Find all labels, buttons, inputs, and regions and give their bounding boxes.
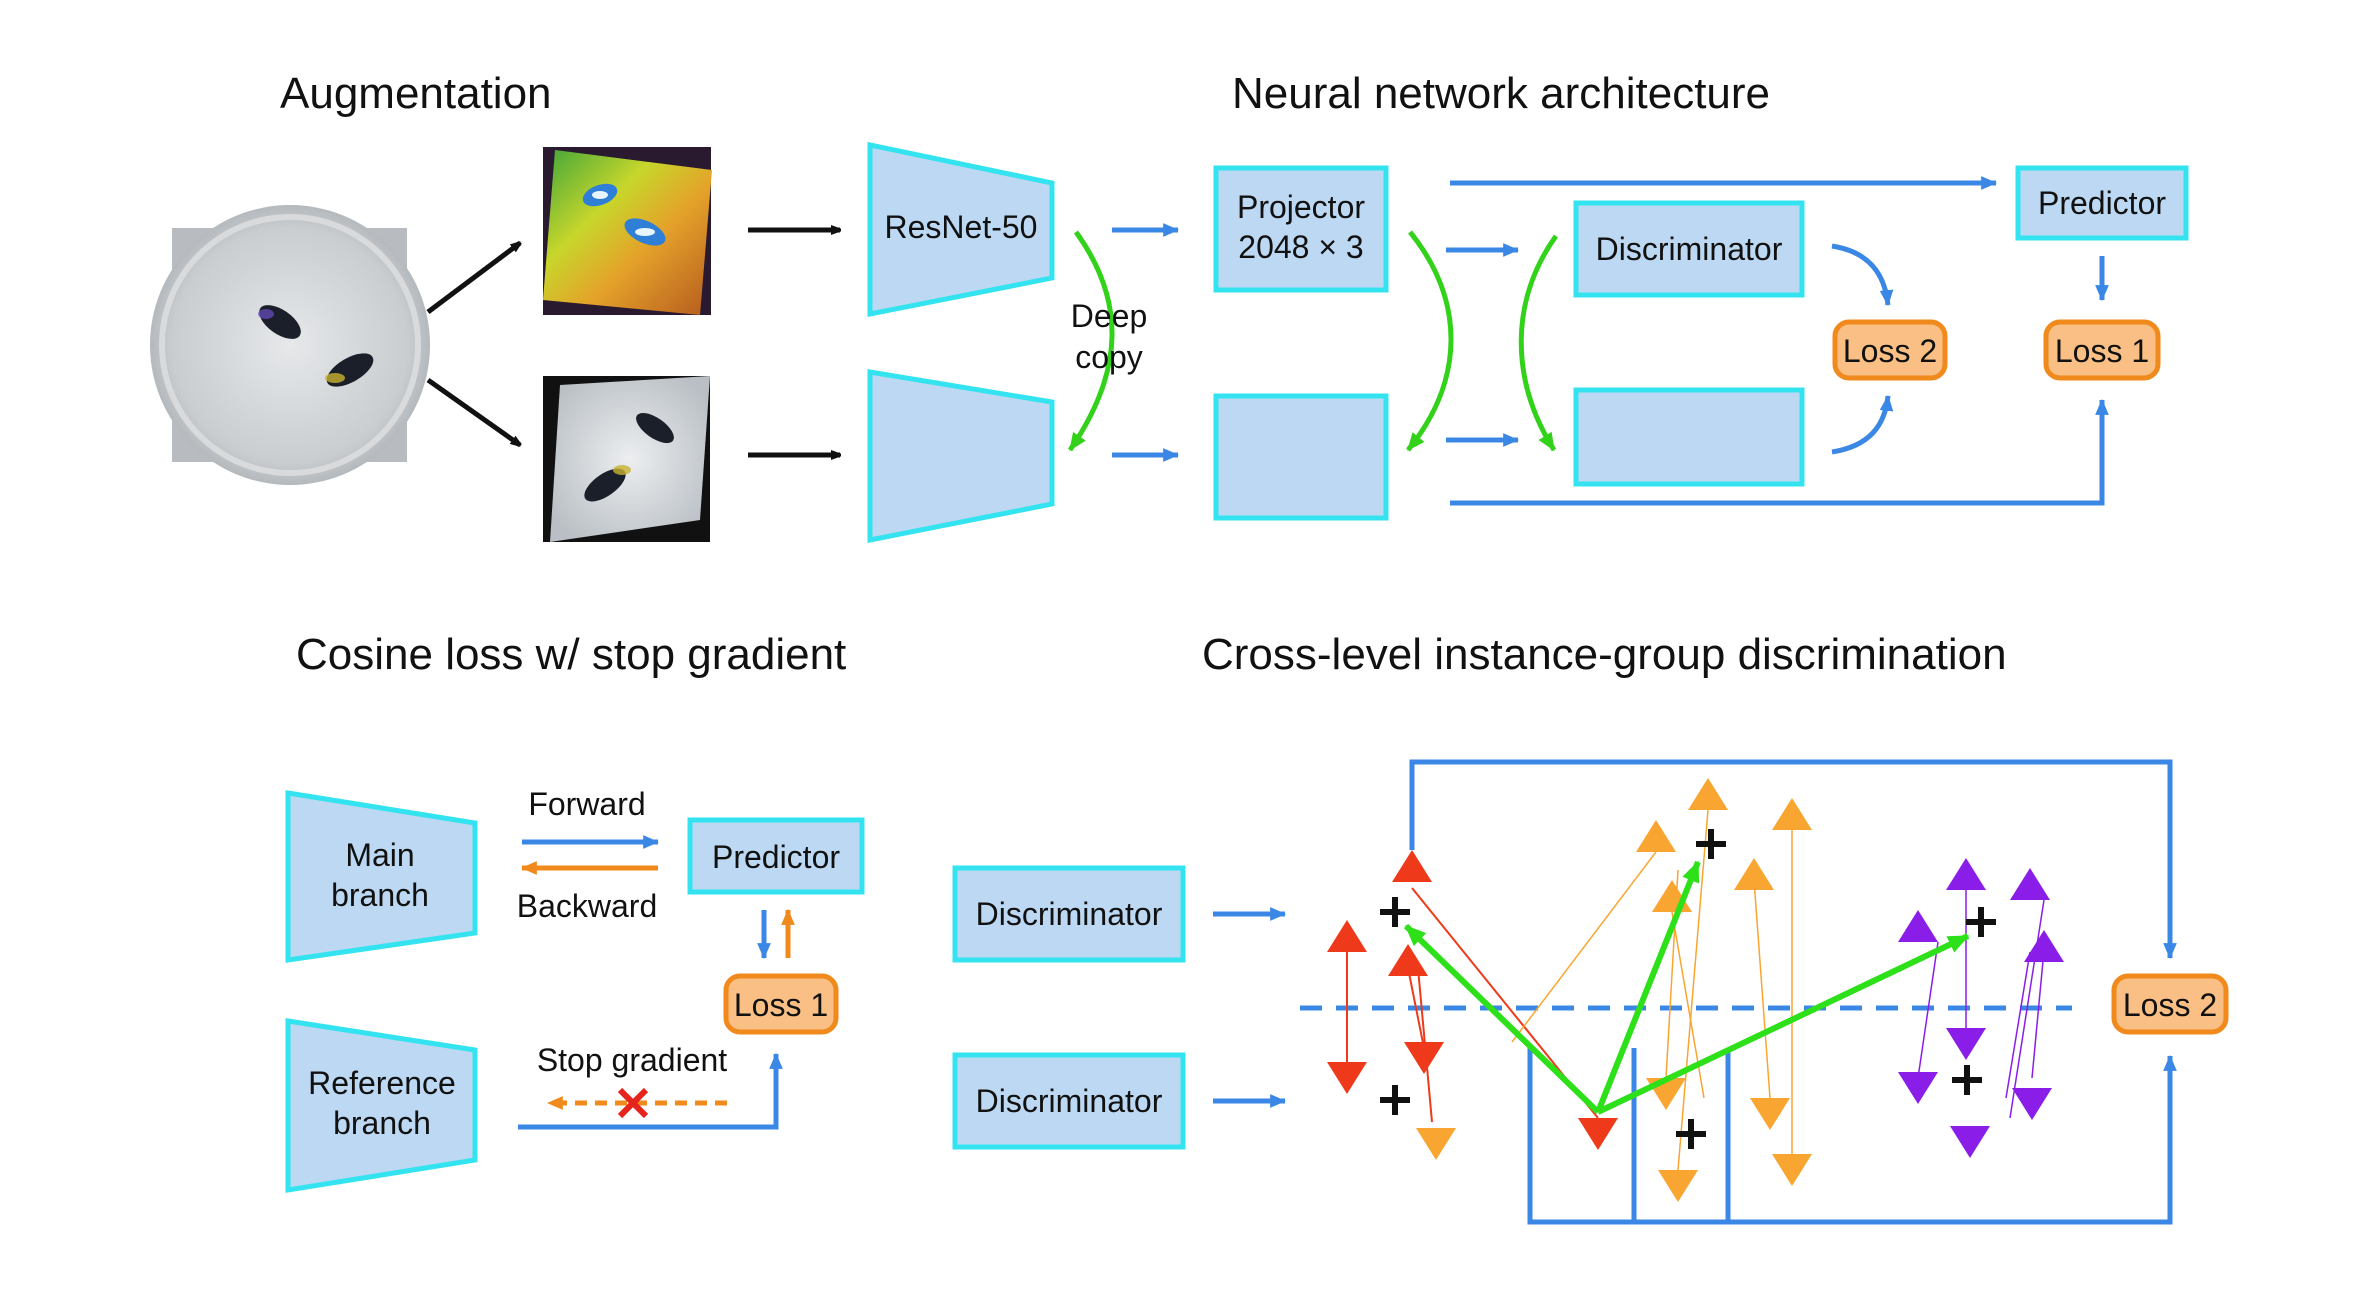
discriminator-to-loss2-arrow-top	[1831, 243, 1894, 307]
orange-triangle-up	[1688, 778, 1728, 810]
bottom-projector-to-loss1-arrow	[1450, 398, 2109, 506]
predictor-label-cosine: Predictor	[712, 839, 840, 875]
loss1-box-cosine	[723, 973, 839, 1035]
title-augmentation: Augmentation	[280, 69, 552, 118]
pair-connectors	[1346, 809, 2045, 1171]
main-branch-encoder	[285, 790, 478, 963]
green-contrast-vectors	[1403, 860, 1970, 1115]
discriminator-cross-bottom-label: Discriminator	[976, 1083, 1163, 1119]
loss2-label-cross: Loss 2	[2123, 987, 2217, 1023]
reference-branch-label-line2: branch	[333, 1105, 431, 1141]
group-to-loss2-bottom-arrow	[1527, 1048, 2177, 1225]
plus-icon	[1676, 1119, 1706, 1149]
deep-copy-label-line2: copy	[1075, 339, 1143, 375]
loss2-box-cross	[2111, 973, 2229, 1035]
discriminator-to-loss2-arrow-bottom	[1831, 394, 1894, 455]
discriminator-box-cross-top	[952, 865, 1186, 963]
augment-arrow-up	[426, 243, 520, 314]
predictor-label-architecture: Predictor	[2038, 185, 2166, 221]
purple-triangle-down	[1898, 1072, 1938, 1104]
projector-box-top	[1213, 165, 1389, 293]
discriminator-box-cross-bottom	[952, 1052, 1186, 1150]
projector-copy-arrow	[1406, 230, 1454, 452]
backward-label: Backward	[517, 888, 658, 924]
orange-triangle-down	[1772, 1154, 1812, 1186]
loss1-box-architecture	[2043, 319, 2161, 381]
reference-branch-label-line1: Reference	[308, 1065, 456, 1101]
augmented-image-top	[543, 147, 712, 315]
reference-to-loss1-arrow	[518, 1052, 783, 1130]
purple-triangle-up	[1946, 858, 1986, 890]
plus-icon	[1380, 1085, 1410, 1115]
title-cross-level: Cross-level instance-group discriminatio…	[1202, 630, 2007, 679]
purple-triangle-up	[2024, 930, 2064, 962]
discriminator-box-bottom	[1573, 387, 1805, 487]
orange-triangle-down	[1416, 1128, 1456, 1160]
projector-box-bottom	[1213, 393, 1389, 521]
purple-triangle-up	[2010, 868, 2050, 900]
loss2-box-architecture	[1832, 319, 1948, 381]
orange-triangle-down	[1750, 1098, 1790, 1130]
discriminator-label: Discriminator	[1596, 231, 1783, 267]
resnet-label: ResNet-50	[885, 209, 1038, 245]
deep-copy-label-line1: Deep	[1071, 298, 1148, 334]
plus-icon	[1696, 829, 1726, 859]
red-triangle-up	[1327, 920, 1367, 952]
discriminator-box-top	[1573, 200, 1805, 298]
deep-copy-arrow	[1067, 230, 1115, 452]
red-triangle-down	[1578, 1118, 1618, 1150]
orange-triangle-up	[1734, 858, 1774, 890]
predictor-box-architecture	[2015, 165, 2189, 241]
title-cosine-loss: Cosine loss w/ stop gradient	[296, 630, 846, 679]
projector-dim-label: 2048 × 3	[1238, 229, 1363, 265]
original-image	[150, 205, 430, 485]
reference-branch-encoder	[285, 1018, 478, 1193]
projector-label: Projector	[1237, 189, 1365, 225]
title-architecture: Neural network architecture	[1232, 69, 1770, 118]
discriminator-copy-arrow	[1518, 234, 1559, 452]
orange-triangle-up	[1636, 820, 1676, 852]
instance-to-loss2-top-arrow	[1409, 759, 2177, 960]
plus-icon	[1380, 897, 1410, 927]
orange-triangle-up	[1772, 798, 1812, 830]
augmented-image-bottom	[543, 376, 710, 542]
red-triangle-down	[1327, 1062, 1367, 1094]
red-triangle-up	[1392, 850, 1432, 882]
augment-arrow-down	[426, 377, 520, 445]
resnet-encoder-bottom	[867, 369, 1055, 544]
stop-gradient-label: Stop gradient	[537, 1042, 727, 1078]
plus-icon	[1952, 1065, 1982, 1095]
main-branch-label-line1: Main	[345, 837, 414, 873]
purple-triangle-up	[1898, 910, 1938, 942]
red-triangle-up	[1388, 944, 1428, 976]
purple-triangle-down	[2012, 1088, 2052, 1120]
purple-triangle-down	[1946, 1028, 1986, 1060]
triangle-markers	[1327, 778, 2064, 1202]
centroid-plus-markers	[1380, 829, 1996, 1149]
forward-label: Forward	[528, 786, 645, 822]
purple-triangle-down	[1950, 1126, 1990, 1158]
main-branch-label-line2: branch	[331, 877, 429, 913]
loss2-label-architecture: Loss 2	[1843, 333, 1937, 369]
plus-icon	[1966, 907, 1996, 937]
discriminator-cross-top-label: Discriminator	[976, 896, 1163, 932]
orange-triangle-down	[1658, 1170, 1698, 1202]
loss1-label-cosine: Loss 1	[734, 987, 828, 1023]
loss1-label-architecture: Loss 1	[2055, 333, 2149, 369]
predictor-box-cosine	[687, 817, 865, 895]
red-triangle-down	[1404, 1042, 1444, 1074]
stop-cross-icon	[617, 1087, 649, 1119]
resnet-encoder-top	[867, 141, 1055, 318]
